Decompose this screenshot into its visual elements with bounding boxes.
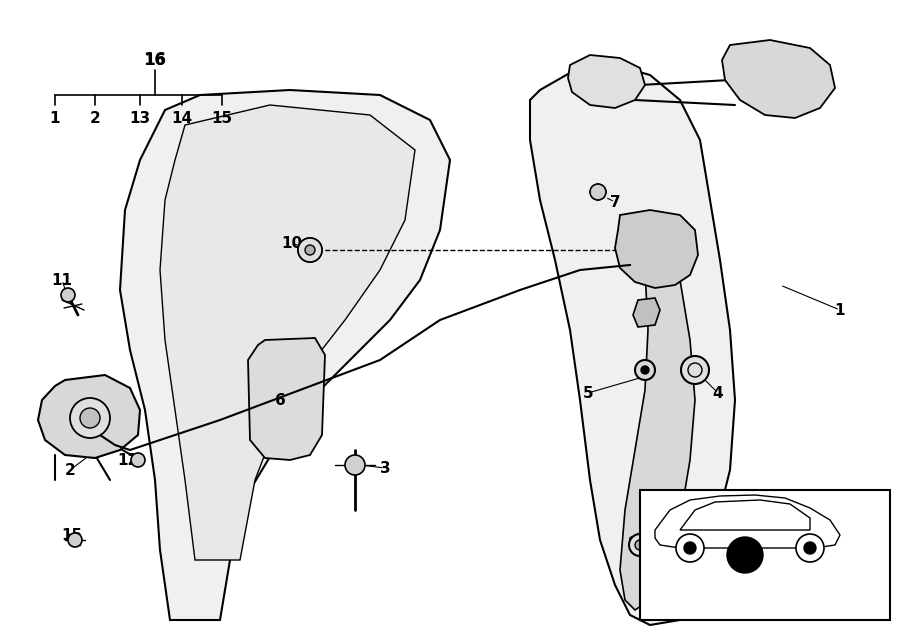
Text: 1: 1 [835, 303, 845, 317]
Text: 8: 8 [626, 536, 637, 550]
Polygon shape [120, 90, 450, 620]
Polygon shape [655, 495, 840, 548]
Text: 6: 6 [274, 392, 285, 408]
Text: 16: 16 [144, 52, 166, 68]
Text: 5: 5 [582, 385, 593, 401]
Text: 16: 16 [143, 51, 166, 69]
Text: 12: 12 [117, 452, 139, 468]
Polygon shape [615, 210, 698, 288]
Circle shape [804, 542, 816, 554]
Circle shape [653, 553, 677, 577]
Polygon shape [633, 298, 660, 327]
Circle shape [131, 453, 145, 467]
Text: 1: 1 [50, 110, 60, 125]
Circle shape [305, 245, 315, 255]
Circle shape [298, 238, 322, 262]
Polygon shape [620, 230, 695, 610]
Text: 7: 7 [609, 194, 620, 210]
Polygon shape [530, 65, 735, 625]
Text: 11: 11 [51, 273, 73, 287]
Circle shape [345, 455, 365, 475]
Text: 2: 2 [90, 110, 101, 125]
Text: 15: 15 [61, 527, 83, 543]
Text: 4: 4 [713, 385, 724, 401]
Text: 15: 15 [212, 110, 232, 125]
Text: 13: 13 [130, 110, 150, 125]
Circle shape [80, 408, 100, 428]
Circle shape [590, 184, 606, 200]
Text: 14: 14 [171, 110, 193, 125]
Text: 00081772: 00081772 [735, 603, 795, 617]
Polygon shape [680, 500, 810, 530]
Text: 2: 2 [65, 462, 76, 478]
Bar [640, 490, 890, 620]
Circle shape [629, 534, 651, 556]
Circle shape [68, 533, 82, 547]
Circle shape [70, 398, 110, 438]
Circle shape [635, 540, 645, 550]
Circle shape [676, 534, 704, 562]
Text: 3: 3 [380, 461, 391, 475]
Text: 13: 13 [574, 80, 596, 96]
Polygon shape [722, 40, 835, 118]
Circle shape [635, 360, 655, 380]
Text: 10: 10 [282, 236, 302, 250]
Text: 9: 9 [654, 536, 665, 550]
Text: 14: 14 [774, 64, 796, 80]
Circle shape [641, 366, 649, 374]
Circle shape [796, 534, 824, 562]
Polygon shape [568, 55, 645, 108]
Polygon shape [248, 338, 325, 460]
Circle shape [298, 238, 322, 262]
Circle shape [727, 537, 763, 573]
Circle shape [61, 288, 75, 302]
Polygon shape [38, 375, 140, 458]
Circle shape [681, 356, 709, 384]
Polygon shape [160, 105, 415, 560]
Circle shape [684, 542, 696, 554]
Circle shape [660, 560, 670, 570]
